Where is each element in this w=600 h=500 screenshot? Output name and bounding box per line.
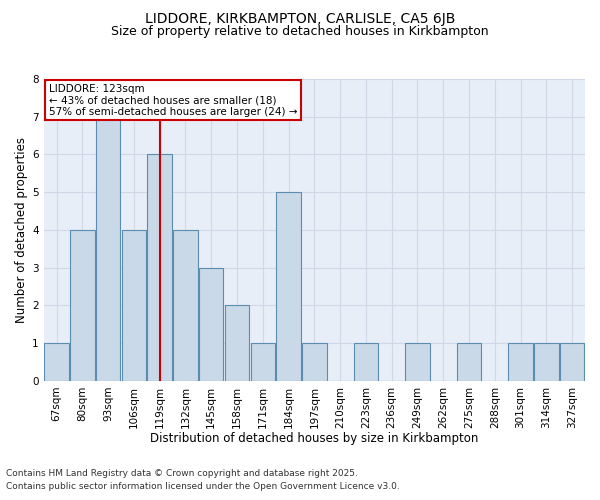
Text: Contains public sector information licensed under the Open Government Licence v3: Contains public sector information licen… (6, 482, 400, 491)
Bar (148, 154, 172, 381)
Bar (96, 116, 121, 381)
Bar (457, 343, 481, 381)
Bar (560, 343, 584, 381)
Text: LIDDORE, KIRKBAMPTON, CARLISLE, CA5 6JB: LIDDORE, KIRKBAMPTON, CARLISLE, CA5 6JB (145, 12, 455, 26)
Bar (508, 343, 533, 381)
Bar (44, 343, 69, 381)
Bar (122, 230, 146, 381)
Bar (199, 268, 223, 381)
Bar (534, 343, 559, 381)
Bar (277, 192, 301, 381)
Bar (251, 343, 275, 381)
Bar (173, 230, 197, 381)
Text: Contains HM Land Registry data © Crown copyright and database right 2025.: Contains HM Land Registry data © Crown c… (6, 468, 358, 477)
Y-axis label: Number of detached properties: Number of detached properties (15, 137, 28, 323)
Text: LIDDORE: 123sqm
← 43% of detached houses are smaller (18)
57% of semi-detached h: LIDDORE: 123sqm ← 43% of detached houses… (49, 84, 298, 116)
Text: Size of property relative to detached houses in Kirkbampton: Size of property relative to detached ho… (111, 25, 489, 38)
Bar (225, 306, 249, 381)
Bar (405, 343, 430, 381)
Bar (302, 343, 326, 381)
Bar (70, 230, 95, 381)
X-axis label: Distribution of detached houses by size in Kirkbampton: Distribution of detached houses by size … (150, 432, 479, 445)
Bar (353, 343, 378, 381)
